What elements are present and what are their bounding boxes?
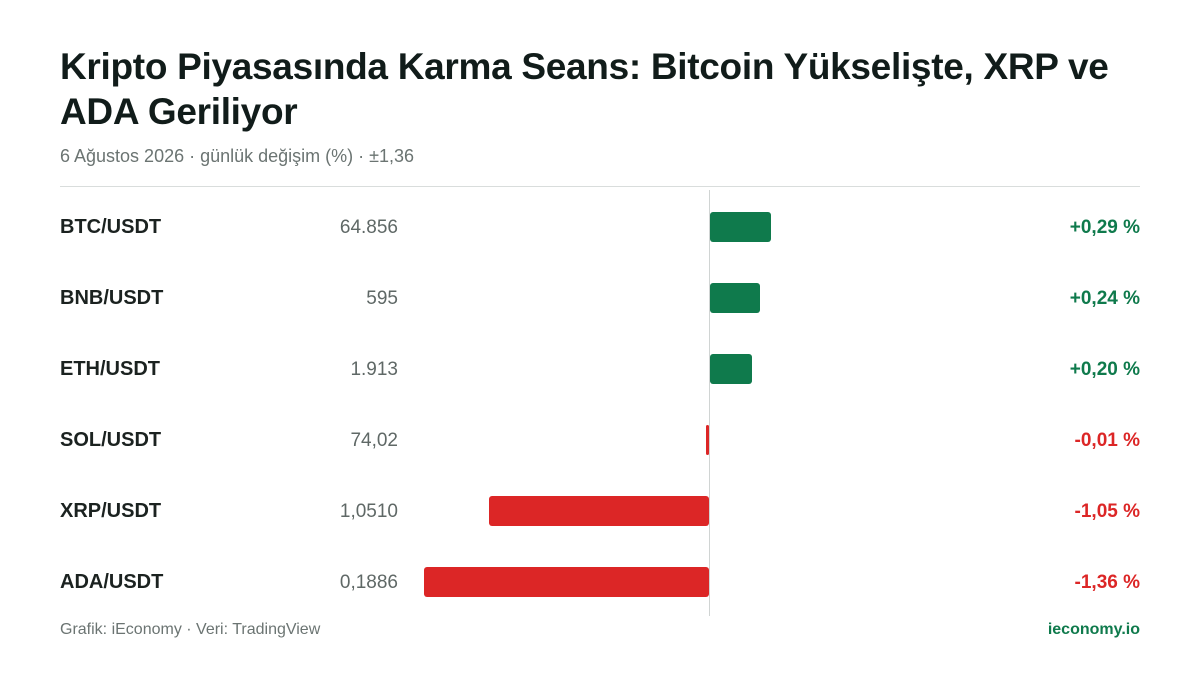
change-label: -0,01 % <box>1074 430 1140 451</box>
change-label: +0,20 % <box>1069 359 1140 380</box>
header-divider <box>60 186 1140 187</box>
change-bar <box>710 283 761 313</box>
price-value: 64.856 <box>339 217 398 238</box>
bar-row: SOL/USDT 74,02 -0,01 % <box>0 405 1200 476</box>
bar-row: ADA/USDT 0,1886 -1,36 % <box>0 547 1200 618</box>
change-label: -1,36 % <box>1074 572 1140 593</box>
pair-label: ADA/USDT <box>60 571 164 593</box>
bar-row: BNB/USDT 595 +0,24 % <box>0 263 1200 334</box>
price-value: 1,0510 <box>339 501 398 522</box>
pair-label: SOL/USDT <box>60 429 162 451</box>
pair-label: XRP/USDT <box>60 500 162 522</box>
pair-label: ETH/USDT <box>60 358 160 380</box>
brand-link[interactable]: ieconomy.io <box>1047 621 1140 638</box>
price-value: 74,02 <box>350 430 398 451</box>
price-value: 595 <box>366 288 398 309</box>
change-bar <box>706 425 709 455</box>
source-credit: Grafik: iEconomy · Veri: TradingView <box>60 621 321 638</box>
bar-row: ETH/USDT 1.913 +0,20 % <box>0 334 1200 405</box>
pair-label: BTC/USDT <box>60 216 162 238</box>
change-label: +0,29 % <box>1069 217 1140 238</box>
chart-title: Kripto Piyasasında Karma Seans: Bitcoin … <box>60 46 1109 132</box>
zero-axis-line <box>709 190 710 616</box>
price-value: 1.913 <box>350 359 398 380</box>
change-bar <box>488 496 709 526</box>
change-bar <box>710 354 752 384</box>
pair-label: BNB/USDT <box>60 287 164 309</box>
bar-row: BTC/USDT 64.856 +0,29 % <box>0 192 1200 263</box>
change-label: +0,24 % <box>1069 288 1140 309</box>
chart-subtitle: 6 Ağustos 2026 · günlük değişim (%) · ±1… <box>60 146 415 166</box>
price-value: 0,1886 <box>339 572 398 593</box>
change-label: -1,05 % <box>1074 501 1140 522</box>
change-bar <box>710 212 771 242</box>
change-bar <box>424 567 709 597</box>
bar-row: XRP/USDT 1,0510 -1,05 % <box>0 476 1200 547</box>
